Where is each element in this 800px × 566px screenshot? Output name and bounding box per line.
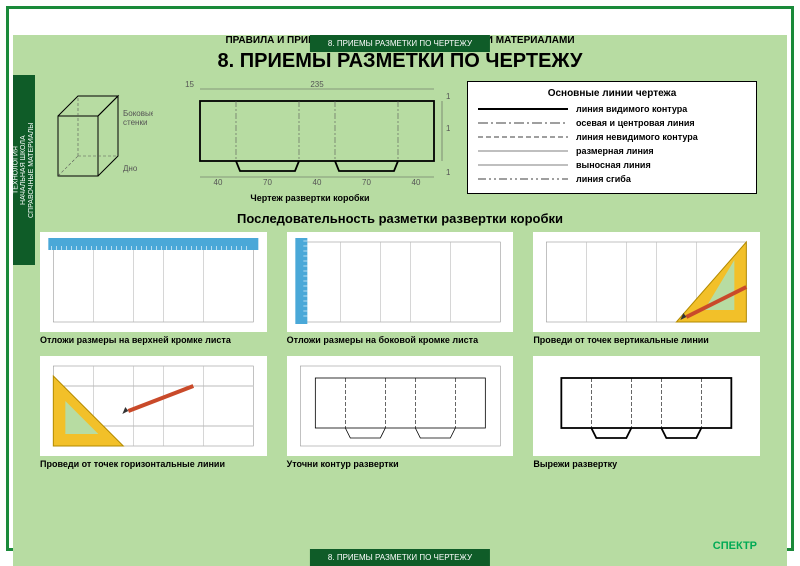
frame: ТЕХНОЛОГИЯ НАЧАЛЬНАЯ ШКОЛА СПРАВОЧНЫЕ МА… [6,6,794,551]
legend-row: размерная линия [478,145,746,157]
poster: ТЕХНОЛОГИЯ НАЧАЛЬНАЯ ШКОЛА СПРАВОЧНЫЕ МА… [0,0,800,557]
drawing-caption: Чертеж развертки коробки [165,193,455,203]
step: Проведи от точек вертикальные линии [533,232,760,346]
step-caption: Проведи от точек вертикальные линии [533,335,760,346]
top-row: Боковые стенки стенки Дно 23515110150151… [43,81,757,203]
label-bottom: Дно [123,164,138,173]
legend-row: линия сгиба [478,173,746,185]
step-caption: Уточни контур развертки [287,459,514,470]
legend-label: линия сгиба [576,174,746,184]
steps-grid: Отложи размеры на верхней кромке листа От… [40,232,760,470]
footer-logo: СПЕКТР [713,540,757,552]
legend-row: линия видимого контура [478,103,746,115]
unfolded-drawing: 2351511015015154070407040 Чертеж разверт… [165,81,455,203]
step-illustration [533,232,760,332]
step: Отложи размеры на боковой кромке листа [287,232,514,346]
step: Проведи от точек горизонтальные линии [40,356,267,470]
step: Уточни контур развертки [287,356,514,470]
step-caption: Вырежи развертку [533,459,760,470]
svg-text:40: 40 [214,178,223,187]
step-caption: Отложи размеры на боковой кромке листа [287,335,514,346]
svg-text:15: 15 [185,81,194,89]
svg-text:15: 15 [446,168,450,177]
label-side: Боковые стенки [123,109,153,118]
step-illustration [287,232,514,332]
legend-label: выносная линия [576,160,746,170]
step-caption: Проведи от точек горизонтальные линии [40,459,267,470]
legend-row: линия невидимого контура [478,131,746,143]
step-caption: Отложи размеры на верхней кромке листа [40,335,267,346]
svg-text:40: 40 [412,178,421,187]
legend-row: осевая и центровая линия [478,117,746,129]
legend-title: Основные линии чертежа [478,88,746,99]
step: Отложи размеры на верхней кромке листа [40,232,267,346]
svg-text:110: 110 [446,124,450,133]
step-illustration [40,356,267,456]
svg-text:70: 70 [362,178,371,187]
step: Вырежи развертку [533,356,760,470]
sequence-title: Последовательность разметки развертки ко… [13,211,787,226]
side-tab: ТЕХНОЛОГИЯ НАЧАЛЬНАЯ ШКОЛА СПРАВОЧНЫЕ МА… [13,75,35,265]
step-illustration [40,232,267,332]
legend-label: размерная линия [576,146,746,156]
top-tab: 8. ПРИЕМЫ РАЗМЕТКИ ПО ЧЕРТЕЖУ [310,35,490,52]
svg-text:стенки: стенки [123,118,147,127]
step-illustration [533,356,760,456]
legend-label: осевая и центровая линия [576,118,746,128]
legend-row: выносная линия [478,159,746,171]
svg-text:235: 235 [310,81,324,89]
svg-text:70: 70 [263,178,272,187]
svg-text:40: 40 [313,178,322,187]
inner-bg: ТЕХНОЛОГИЯ НАЧАЛЬНАЯ ШКОЛА СПРАВОЧНЫЕ МА… [13,35,787,566]
legend-label: линия невидимого контура [576,132,746,142]
bottom-tab: 8. ПРИЕМЫ РАЗМЕТКИ ПО ЧЕРТЕЖУ [310,549,490,566]
box-3d: Боковые стенки стенки Дно [43,81,153,191]
legend-label: линия видимого контура [576,104,746,114]
svg-text:15: 15 [446,92,450,101]
main-title: 8. ПРИЕМЫ РАЗМЕТКИ ПО ЧЕРТЕЖУ [13,50,787,73]
legend-box: Основные линии чертежа линия видимого ко… [467,81,757,194]
step-illustration [287,356,514,456]
